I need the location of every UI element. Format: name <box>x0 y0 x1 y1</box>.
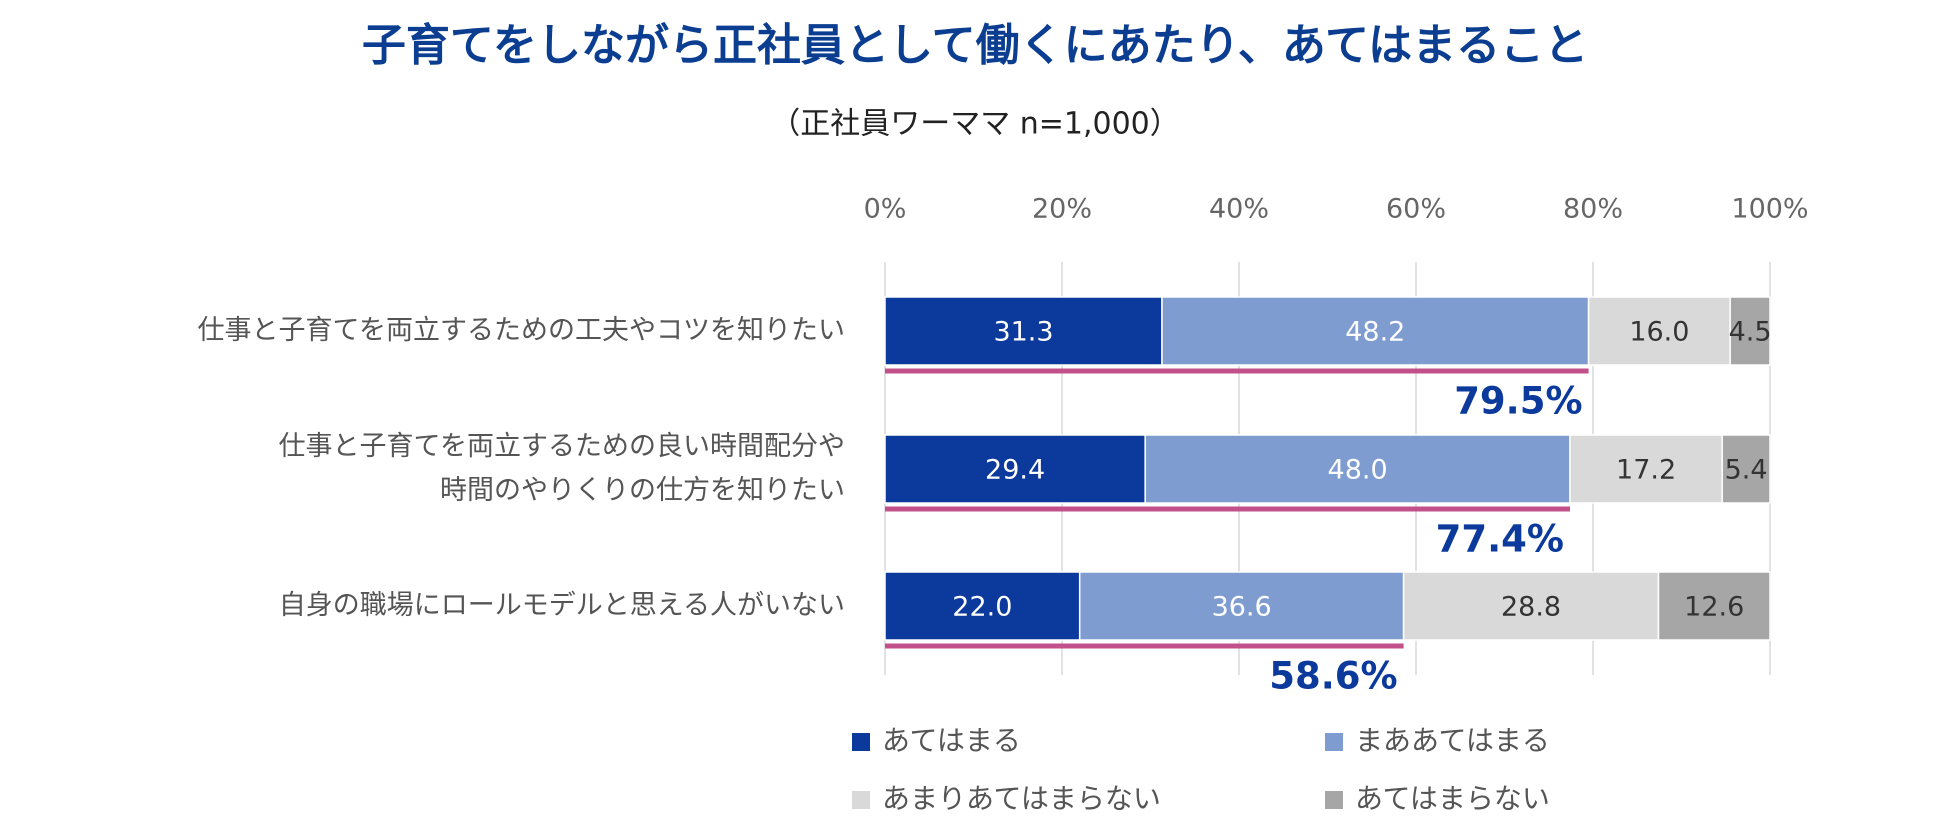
value-label: 29.4 <box>985 455 1045 486</box>
value-label: 28.8 <box>1501 592 1561 623</box>
value-label: 31.3 <box>993 317 1053 348</box>
x-tick-label: 100% <box>1731 194 1808 225</box>
value-label: 17.2 <box>1616 455 1676 486</box>
legend-label: あてはまらない <box>1355 782 1550 815</box>
bar-segment <box>1144 434 1571 504</box>
bar-segment <box>884 434 1146 504</box>
value-label: 36.6 <box>1212 592 1272 623</box>
chart-subtitle: （正社員ワーママ n=1,000） <box>770 107 1180 142</box>
value-label: 12.6 <box>1684 592 1744 623</box>
total-label: 58.6% <box>1269 655 1397 698</box>
bar-segment <box>1657 571 1771 641</box>
x-tick-label: 20% <box>1032 194 1092 225</box>
total-label: 77.4% <box>1436 518 1564 561</box>
legend-swatch <box>852 791 870 809</box>
x-tick-label: 40% <box>1209 194 1269 225</box>
legend-label: まああてはまる <box>1355 724 1550 757</box>
total-label: 79.5% <box>1454 380 1582 423</box>
legend-swatch <box>1325 791 1343 809</box>
value-label: 48.2 <box>1345 317 1405 348</box>
value-label: 48.0 <box>1328 455 1388 486</box>
bar-segment <box>884 296 1163 366</box>
bar-segment <box>884 571 1081 641</box>
x-tick-label: 0% <box>864 194 907 225</box>
legend-label: あてはまる <box>882 724 1021 757</box>
value-label: 4.5 <box>1729 317 1772 348</box>
bar-segment <box>1729 296 1771 366</box>
chart-title: 子育てをしながら正社員として働くにあたり、あてはまること <box>362 20 1588 71</box>
category-label: 仕事と子育てを両立するための良い時間配分や 時間のやりくりの仕方を知りたい <box>278 431 845 506</box>
value-label: 22.0 <box>952 592 1012 623</box>
value-label: 5.4 <box>1725 455 1768 486</box>
x-tick-label: 60% <box>1386 194 1446 225</box>
value-label: 16.0 <box>1629 317 1689 348</box>
legend-label: あまりあてはまらない <box>882 782 1161 815</box>
bar-segment <box>1402 571 1660 641</box>
x-tick-label: 80% <box>1563 194 1623 225</box>
legend-swatch <box>1325 733 1343 751</box>
bar-segment <box>1721 434 1771 504</box>
category-label: 自身の職場にロールモデルと思える人がいない <box>278 590 845 621</box>
category-label: 仕事と子育てを両立するための工夫やコツを知りたい <box>197 315 845 346</box>
legend-swatch <box>852 733 870 751</box>
